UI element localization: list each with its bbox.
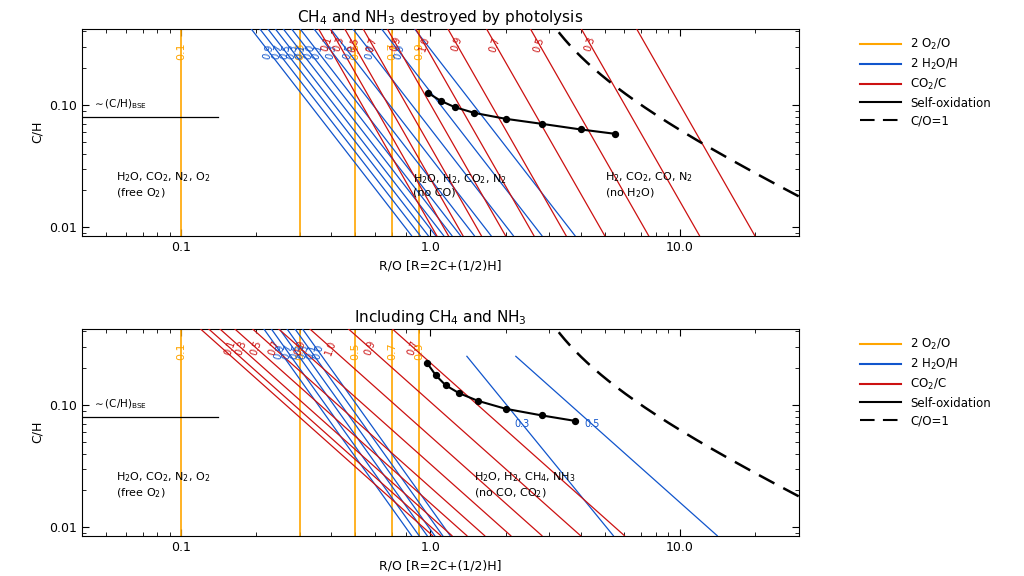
Text: H$_2$, CO$_2$, CO, N$_2$
(no H$_2$O): H$_2$, CO$_2$, CO, N$_2$ (no H$_2$O) [605,170,692,200]
Point [420,89,436,98]
Point [534,119,550,128]
Text: 0.7: 0.7 [270,43,284,60]
Text: 1.0: 1.0 [418,36,432,53]
Point [567,416,584,426]
Text: 0.7: 0.7 [407,339,421,357]
Point [607,129,624,138]
Title: Including CH$_4$ and NH$_3$: Including CH$_4$ and NH$_3$ [354,308,526,327]
Text: 1.0: 1.0 [324,339,339,357]
Text: 0.7: 0.7 [365,36,379,53]
Point [437,381,454,390]
Text: 0.3: 0.3 [296,343,310,360]
Text: 0.3: 0.3 [286,43,300,60]
Text: 0.9: 0.9 [362,339,377,357]
Text: 0.7: 0.7 [364,43,377,60]
Text: 0.5: 0.5 [350,342,360,359]
Text: 0.5: 0.5 [346,36,360,53]
Text: 0.1: 0.1 [176,42,186,59]
Y-axis label: C/H: C/H [31,121,44,143]
Text: 0.7: 0.7 [488,36,503,53]
Text: H$_2$O, CO$_2$, N$_2$, O$_2$
(free O$_2$): H$_2$O, CO$_2$, N$_2$, O$_2$ (free O$_2$… [117,471,211,499]
Text: $\sim$(C/H)$_{\rm BSE}$: $\sim$(C/H)$_{\rm BSE}$ [92,97,147,111]
Text: H$_2$O, H$_2$, CH$_4$, NH$_3$
(no CO, CO$_2$): H$_2$O, H$_2$, CH$_4$, NH$_3$ (no CO, CO… [474,471,575,499]
Text: $\sim$(C/H)$_{\rm BSE}$: $\sim$(C/H)$_{\rm BSE}$ [92,397,147,411]
Text: 0.9: 0.9 [450,36,464,53]
Text: 0.1: 0.1 [294,43,307,60]
Text: 0.5: 0.5 [279,43,292,60]
Text: 0.5: 0.5 [341,43,355,60]
Text: 0.0: 0.0 [311,343,326,360]
Point [498,114,514,123]
Point [572,125,589,134]
Text: 0.5: 0.5 [585,419,600,429]
Text: 0.3: 0.3 [295,342,305,359]
Text: 0.5: 0.5 [532,36,547,53]
Text: 0.1: 0.1 [321,36,335,53]
Text: H$_2$O, H$_2$, CO$_2$, N$_2$
(no CO): H$_2$O, H$_2$, CO$_2$, N$_2$ (no CO) [413,172,507,198]
Point [534,411,550,420]
Text: 0.9: 0.9 [414,42,424,60]
Point [428,370,444,380]
Text: 0.9: 0.9 [414,342,424,360]
Text: 0.9: 0.9 [273,343,287,360]
Y-axis label: C/H: C/H [31,421,44,444]
Text: 0.0: 0.0 [302,43,315,60]
X-axis label: R/O [R=2C+(1/2)H]: R/O [R=2C+(1/2)H] [379,259,502,272]
Point [470,396,486,406]
Text: 0.3: 0.3 [332,36,346,53]
Point [451,388,467,397]
Text: 0.7: 0.7 [387,342,397,360]
Text: 0.7: 0.7 [387,42,397,60]
Point [419,358,435,367]
Text: 0.3: 0.3 [295,42,305,59]
Text: 0.1: 0.1 [222,339,238,357]
Title: CH$_4$ and NH$_3$ destroyed by photolysis: CH$_4$ and NH$_3$ destroyed by photolysi… [297,8,584,27]
Text: 0.3: 0.3 [515,419,529,429]
Text: 0.9: 0.9 [262,43,275,60]
Text: 0.3: 0.3 [233,339,249,357]
Text: 0.9: 0.9 [392,43,406,60]
Text: 0.5: 0.5 [249,339,263,357]
Point [498,404,514,414]
Text: H$_2$O, CO$_2$, N$_2$, O$_2$
(free O$_2$): H$_2$O, CO$_2$, N$_2$, O$_2$ (free O$_2$… [117,170,211,200]
Text: 0.5: 0.5 [289,343,302,360]
Text: 0.7: 0.7 [266,339,282,357]
Text: 0.3: 0.3 [583,36,597,53]
Text: 0.1: 0.1 [176,342,186,359]
Legend: 2 O$_2$/O, 2 H$_2$O/H, CO$_2$/C, Self-oxidation, C/O=1: 2 O$_2$/O, 2 H$_2$O/H, CO$_2$/C, Self-ox… [857,335,993,430]
Text: 0.3: 0.3 [325,43,338,60]
Legend: 2 O$_2$/O, 2 H$_2$O/H, CO$_2$/C, Self-oxidation, C/O=1: 2 O$_2$/O, 2 H$_2$O/H, CO$_2$/C, Self-ox… [857,35,993,130]
Text: 0.5: 0.5 [350,42,360,59]
X-axis label: R/O [R=2C+(1/2)H]: R/O [R=2C+(1/2)H] [379,559,502,572]
Text: 0.7: 0.7 [281,343,294,360]
Point [432,96,449,105]
Text: 0.9: 0.9 [389,36,403,53]
Text: 0.1: 0.1 [310,43,325,60]
Point [446,103,463,112]
Point [466,108,482,118]
Text: 0.9: 0.9 [293,339,307,357]
Text: 0.1: 0.1 [304,343,317,360]
